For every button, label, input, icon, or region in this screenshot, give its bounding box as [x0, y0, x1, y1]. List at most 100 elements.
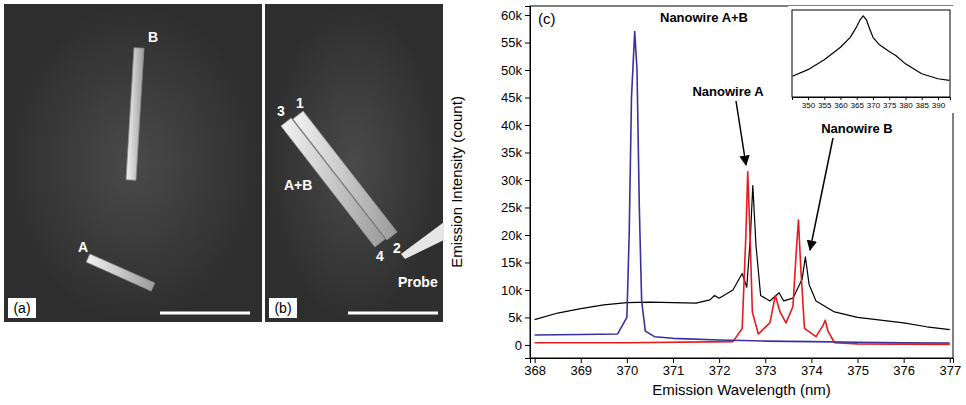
series-annotation: Nanowire B	[821, 121, 893, 136]
annotation-arrow	[810, 138, 833, 250]
tick-label: 35k	[501, 145, 522, 160]
tick-label: 360	[834, 101, 848, 110]
tick-mark	[525, 207, 530, 208]
tick: 385	[916, 97, 930, 110]
tick-mark	[808, 97, 809, 100]
tick: 30k	[501, 173, 530, 188]
image-label: B	[148, 29, 158, 45]
tick: 35k	[501, 145, 530, 160]
scale-bar	[160, 312, 250, 315]
axis: 0 5k 10k 15k 20k 25k 30k 35k 40k 45k 50k 55k 60k	[501, 7, 530, 359]
inset-frame	[792, 10, 950, 97]
main-chart: 368 369 370 371 372 373 374 375 376 377 0 5k 10k 15k 2…	[448, 6, 961, 398]
tick: 370	[617, 358, 639, 378]
tick-label: 30k	[501, 173, 522, 188]
tick: 0	[515, 338, 530, 353]
tick-label: 374	[801, 363, 823, 378]
tick: 10k	[501, 283, 530, 298]
tick-mark	[840, 97, 841, 100]
scale-bar	[348, 312, 438, 315]
tick-label: 377	[939, 363, 961, 378]
plot-frame	[530, 6, 953, 358]
tick-label: 376	[893, 363, 915, 378]
tick-mark	[922, 97, 923, 100]
sem-background	[4, 4, 262, 322]
inset-chart: 350355360365370375380385390	[788, 6, 954, 113]
tick: 372	[709, 358, 731, 378]
tick-label: 60k	[501, 8, 522, 23]
image-label: 2	[393, 240, 401, 256]
tick: 375	[883, 97, 897, 110]
tick-mark	[525, 345, 530, 346]
inset-lines	[792, 16, 949, 81]
nanowire	[86, 254, 155, 291]
inset-background	[788, 6, 954, 113]
tick: 15k	[501, 255, 530, 270]
tick: 365	[851, 97, 865, 110]
series-line	[535, 172, 950, 345]
tick-mark	[525, 262, 530, 263]
tick-mark	[889, 97, 890, 100]
x-axis-title: Emission Wavelength (nm)	[652, 381, 831, 398]
tick-mark	[525, 152, 530, 153]
sem-panel: AB(a)	[4, 4, 262, 322]
panel-label: (b)	[274, 300, 291, 316]
axis-line	[531, 359, 954, 364]
tick-label: 369	[570, 363, 592, 378]
tick-label: 10k	[501, 283, 522, 298]
series-line	[535, 185, 950, 329]
panel-label-box	[8, 298, 36, 318]
tick: 360	[834, 97, 848, 110]
axis-line	[793, 98, 951, 101]
tick-mark	[873, 97, 874, 100]
tick-label: 0	[515, 338, 522, 353]
series-line	[792, 16, 949, 81]
tick-mark	[938, 97, 939, 100]
tick-mark	[857, 97, 858, 100]
tick: 40k	[501, 118, 530, 133]
axis: 350355360365370375380385390	[793, 97, 951, 110]
tick-label: 350	[802, 101, 816, 110]
tick-mark	[525, 290, 530, 291]
tick-mark	[525, 317, 530, 318]
y-axis-title: Emission Intensity (count)	[448, 96, 465, 268]
tick: 370	[867, 97, 881, 110]
sem-background	[265, 4, 443, 322]
tick-label: 365	[851, 101, 865, 110]
tick-label: 371	[663, 363, 685, 378]
tick-label: 40k	[501, 118, 522, 133]
tick-mark	[525, 180, 530, 181]
tick-mark	[525, 70, 530, 71]
nanowire	[126, 48, 144, 181]
tick: 390	[932, 97, 946, 110]
tick-label: 45k	[501, 90, 522, 105]
tick-mark	[525, 43, 530, 44]
tick-label: 20k	[501, 228, 522, 243]
tick-label: 55k	[501, 35, 522, 50]
panel-label-box	[269, 298, 297, 318]
tick: 380	[899, 97, 913, 110]
image-label: Probe	[398, 274, 438, 290]
annotation-arrow	[736, 101, 746, 165]
tick-label: 375	[883, 101, 897, 110]
tick: 369	[570, 358, 592, 378]
image-label: A+B	[284, 177, 312, 193]
tick: 371	[663, 358, 685, 378]
tick-label: 368	[524, 363, 546, 378]
tick: 25k	[501, 200, 530, 215]
tick-mark	[824, 97, 825, 100]
tick-label: 50k	[501, 63, 522, 78]
axis-line	[525, 7, 531, 359]
tick-label: 380	[899, 101, 913, 110]
image-label: 3	[277, 103, 285, 119]
tick-label: 5k	[508, 310, 522, 325]
tick-label: 372	[709, 363, 731, 378]
sem-panel: 1234A+BProbe(b)	[265, 4, 444, 322]
tick-label: 355	[818, 101, 832, 110]
panel-label: (a)	[13, 300, 30, 316]
tick: 50k	[501, 63, 530, 78]
tick: 55k	[501, 35, 530, 50]
series-annotation: Nanowire A+B	[660, 10, 748, 25]
tick-label: 373	[755, 363, 777, 378]
figure: AB(a)1234A+BProbe(b)36836937037137237337…	[0, 0, 966, 405]
